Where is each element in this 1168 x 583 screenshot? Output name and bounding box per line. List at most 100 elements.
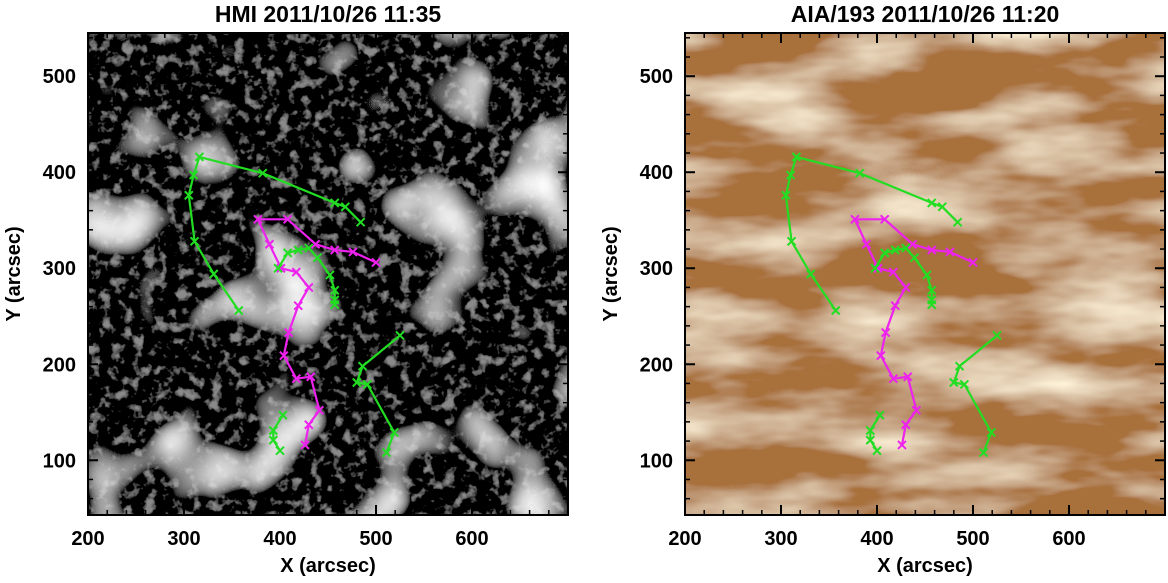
vertex-marker xyxy=(855,168,865,178)
x-tick-label: 300 xyxy=(764,528,797,550)
vertex-marker xyxy=(282,214,293,224)
vertex-marker xyxy=(890,300,900,311)
vertex-marker xyxy=(865,435,875,445)
vertex-marker xyxy=(312,252,323,263)
loop-path xyxy=(272,414,284,452)
vertex-marker xyxy=(330,285,340,296)
vertex-marker xyxy=(268,435,278,445)
vertex-marker xyxy=(381,447,392,458)
vertex-marker xyxy=(901,420,911,430)
vertex-marker xyxy=(355,217,366,227)
vertex-marker xyxy=(253,214,263,224)
vertex-marker xyxy=(330,245,340,255)
y-tick-label: 300 xyxy=(43,258,76,280)
loop-path xyxy=(256,218,377,446)
vertex-marker xyxy=(282,248,293,258)
vertex-marker xyxy=(888,373,899,384)
vertex-marker xyxy=(781,190,791,200)
vertex-marker xyxy=(831,305,841,316)
vertex-marker xyxy=(937,202,947,212)
vertex-marker xyxy=(325,270,335,280)
vertex-marker xyxy=(304,282,314,293)
vertex-marker xyxy=(278,410,288,420)
x-tick-label: 300 xyxy=(167,528,200,550)
vertex-marker xyxy=(293,300,303,311)
vertex-marker xyxy=(184,190,194,200)
vertex-marker xyxy=(876,350,886,361)
vertex-marker xyxy=(949,377,959,388)
vertex-marker xyxy=(293,245,303,255)
vertex-marker xyxy=(861,239,872,249)
loop-path xyxy=(355,334,401,453)
vertex-marker xyxy=(291,373,302,384)
y-tick-label: 100 xyxy=(640,450,673,472)
vertex-marker xyxy=(306,372,316,382)
vertex-marker xyxy=(291,267,302,277)
x-tick-label: 200 xyxy=(668,528,701,550)
y-tick-label: 400 xyxy=(43,162,76,184)
vertex-marker xyxy=(952,217,963,227)
vertex-marker xyxy=(850,214,860,224)
vertex-marker xyxy=(901,282,911,293)
vertex-marker xyxy=(330,198,340,208)
vertex-marker xyxy=(389,427,399,438)
vertex-marker xyxy=(785,170,796,180)
vertex-marker xyxy=(901,243,911,253)
vertex-marker xyxy=(945,247,955,257)
vertex-marker xyxy=(872,445,882,456)
vertex-marker xyxy=(806,269,816,279)
vertex-marker xyxy=(992,330,1002,341)
vertex-marker xyxy=(927,198,937,208)
vertex-marker xyxy=(954,361,965,371)
vertex-marker xyxy=(188,170,199,180)
vertex-marker xyxy=(897,440,907,450)
vertex-marker xyxy=(275,445,285,456)
vertex-marker xyxy=(879,248,890,258)
x-tick-label: 600 xyxy=(455,528,488,550)
vertex-marker xyxy=(986,427,996,438)
loop-path xyxy=(187,155,362,312)
vertex-marker xyxy=(234,305,244,316)
vertex-marker xyxy=(927,245,937,255)
panel-title: HMI 2011/10/26 11:35 xyxy=(215,1,442,27)
loop-path xyxy=(869,414,881,452)
vertex-marker xyxy=(968,257,978,268)
vertex-marker xyxy=(362,379,373,390)
y-tick-label: 200 xyxy=(43,354,76,376)
vertex-marker xyxy=(371,257,381,268)
vertex-marker xyxy=(903,372,913,382)
vertex-marker xyxy=(194,152,205,162)
vertex-marker xyxy=(890,245,900,255)
vertex-marker xyxy=(268,425,278,436)
vertex-marker xyxy=(209,269,219,279)
vertex-marker xyxy=(314,405,325,416)
vertex-marker xyxy=(304,243,314,253)
x-tick-label: 400 xyxy=(263,528,296,550)
vertex-marker xyxy=(875,410,885,420)
y-tick-label: 200 xyxy=(640,354,673,376)
vertex-marker xyxy=(189,236,200,247)
vertex-marker xyxy=(352,377,362,388)
vertex-marker xyxy=(880,327,891,338)
vertex-marker xyxy=(865,425,875,436)
vertex-marker xyxy=(922,270,932,280)
vertex-marker xyxy=(310,239,321,249)
x-tick-label: 500 xyxy=(359,528,392,550)
vertex-marker xyxy=(395,330,405,341)
vertex-marker xyxy=(279,350,289,361)
vertex-marker xyxy=(870,263,880,273)
vertex-marker xyxy=(791,152,802,162)
vertex-marker xyxy=(879,214,890,224)
y-tick-label: 500 xyxy=(43,66,76,88)
vertex-marker xyxy=(300,440,310,450)
y-axis-label: Y (arcsec) xyxy=(600,226,622,321)
vertex-marker xyxy=(330,300,340,310)
vertex-marker xyxy=(304,420,314,430)
vertex-marker xyxy=(264,239,275,249)
vertex-marker xyxy=(283,327,294,338)
vertex-marker xyxy=(258,168,268,178)
vertex-marker xyxy=(907,239,918,249)
vertex-marker xyxy=(348,247,358,257)
